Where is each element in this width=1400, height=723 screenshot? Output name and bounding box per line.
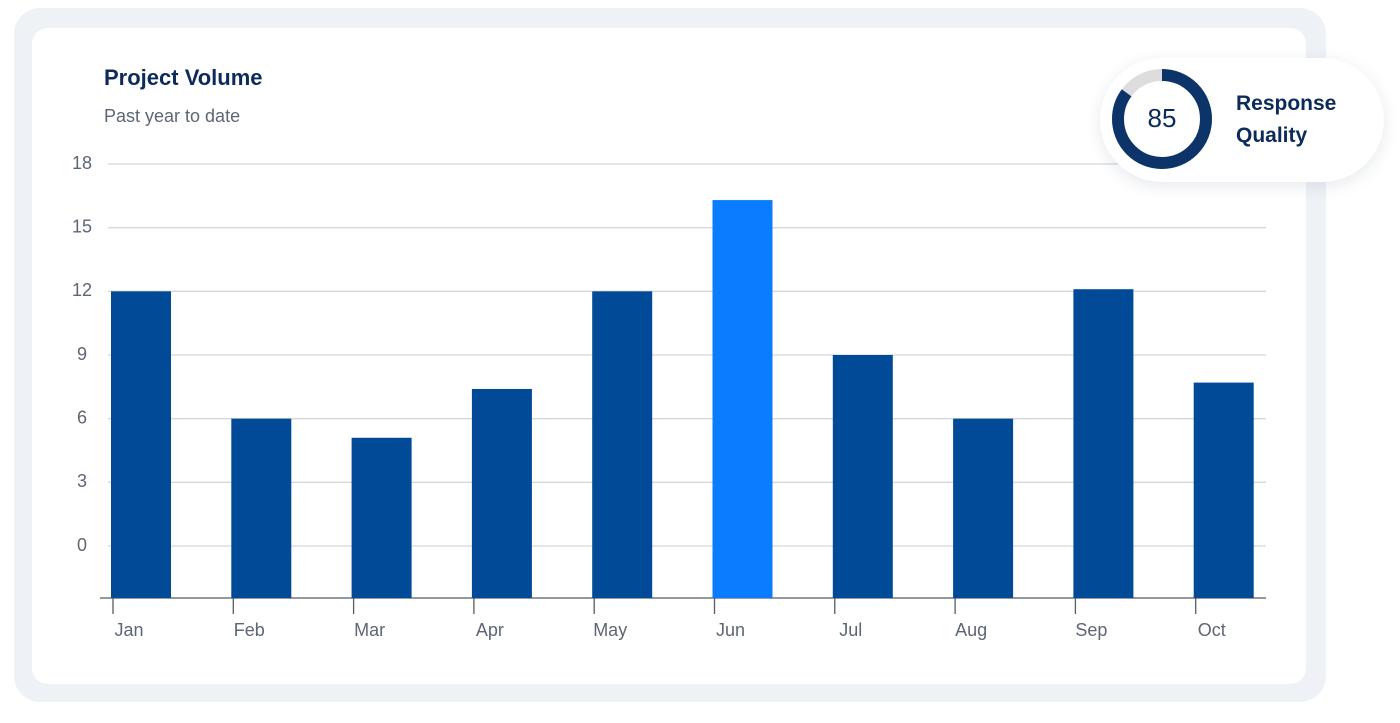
x-tick-label: May [593,620,627,640]
bar [231,418,292,598]
gauge: 85 [1112,69,1212,169]
y-tick-label: 9 [77,344,87,364]
y-tick-label: 3 [77,471,87,491]
bar [1073,289,1134,598]
x-tick-label: Feb [234,620,265,640]
chart-subtitle: Past year to date [104,106,240,126]
y-tick-label: 0 [77,535,87,555]
y-tick-label: 18 [72,153,92,173]
y-tick-label: 6 [77,407,87,427]
bar [712,200,773,598]
bar [592,291,653,598]
x-tick-label: Jan [114,620,143,640]
bar [351,437,412,598]
x-tick-label: Apr [476,620,504,640]
bar [953,418,1014,598]
x-tick-label: Jun [716,620,745,640]
bar [471,388,532,598]
bar [111,291,171,598]
y-tick-label: 12 [72,280,92,300]
x-tick-label: Sep [1075,620,1107,640]
bar [1193,382,1254,598]
gauge-label: Response Quality [1236,92,1337,147]
gauge-value: 85 [1148,103,1177,133]
gauge-arc [1112,69,1212,169]
gauge-card: 85 Response Quality [1100,58,1384,182]
chart-title: Project Volume [104,65,263,90]
y-tick-label: 15 [72,216,92,236]
bar [832,355,893,598]
x-tick-label: Oct [1198,620,1226,640]
x-tick-label: Jul [839,620,862,640]
x-tick-label: Aug [955,620,987,640]
x-tick-label: Mar [354,620,385,640]
